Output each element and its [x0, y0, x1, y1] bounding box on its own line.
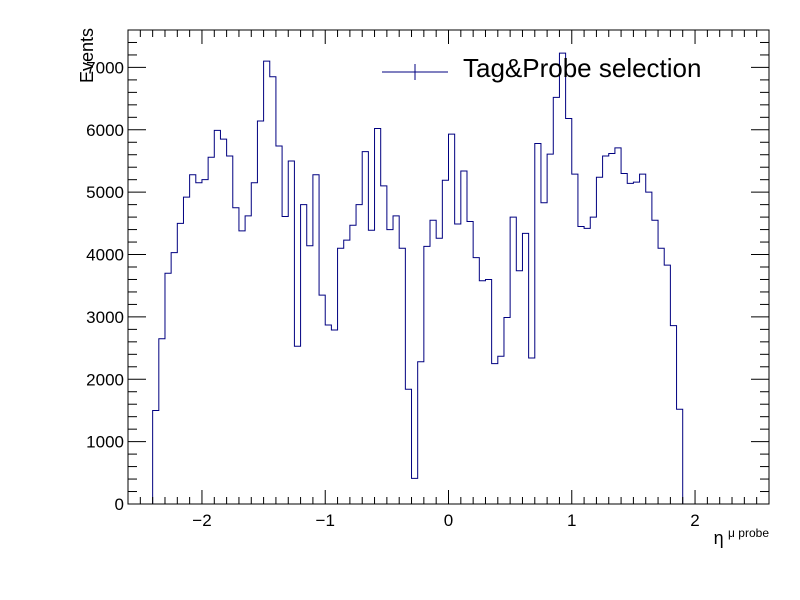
y-axis-title: Events — [77, 28, 97, 83]
histogram-series-line — [152, 52, 684, 504]
y-tick-label: 6000 — [86, 121, 124, 140]
plot-area — [152, 52, 684, 504]
y-tick-label: 7000 — [86, 58, 124, 77]
x-axis-title-main: η — [714, 528, 724, 548]
x-tick-label: 0 — [444, 511, 453, 530]
x-tick-label: 1 — [567, 511, 576, 530]
y-axis-tick-labels: 0 1000 2000 3000 4000 5000 6000 7000 — [86, 58, 124, 514]
y-tick-label: 3000 — [86, 308, 124, 327]
x-axis-ticks — [127, 30, 770, 504]
legend-label: Tag&Probe selection — [463, 53, 701, 83]
x-axis-title-sup: μ probe — [728, 526, 769, 540]
y-tick-label: 0 — [115, 495, 124, 514]
x-axis-tick-labels: −2 −1 0 1 2 — [192, 511, 700, 530]
x-tick-label: −2 — [192, 511, 211, 530]
x-tick-label: 2 — [690, 511, 699, 530]
x-axis-title: η μ probe — [714, 526, 770, 548]
y-tick-label: 5000 — [86, 183, 124, 202]
y-tick-label: 1000 — [86, 433, 124, 452]
y-tick-label: 4000 — [86, 246, 124, 265]
y-axis-ticks — [128, 29, 769, 505]
x-tick-label: −1 — [316, 511, 335, 530]
y-tick-label: 2000 — [86, 370, 124, 389]
legend: Tag&Probe selection — [382, 53, 701, 83]
